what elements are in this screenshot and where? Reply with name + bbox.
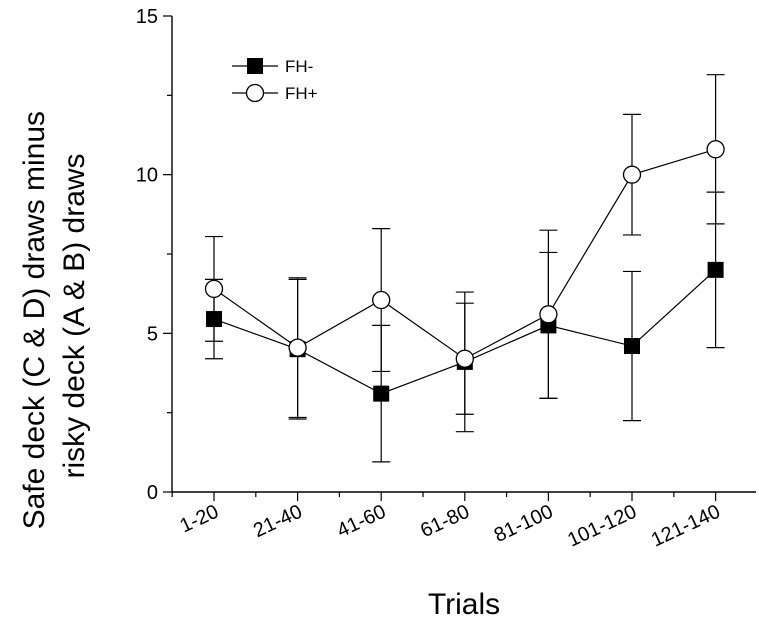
point-FH+-101-120: [622, 165, 642, 184]
x-tick-label-41-60: 41-60: [334, 501, 390, 543]
y-axis-title-line-1: Safe deck (C & D) draws minus: [18, 111, 51, 529]
y-axis-title: Safe deck (C & D) draws minus risky deck…: [18, 103, 91, 530]
y-ticks: 0 5 10 15: [136, 6, 172, 504]
y-tick-label-15: 15: [136, 6, 158, 28]
point-FH--121-140: [707, 261, 724, 278]
legend-item-FH-: FH-: [232, 57, 313, 76]
point-FH+-81-100: [539, 305, 558, 324]
x-tick-label-21-40: 21-40: [250, 501, 306, 543]
legend-label-FH-: FH-: [285, 57, 313, 76]
point-FH--1-20: [206, 311, 222, 328]
x-ticks: 1-20 21-40 41-60 61-80 81-100 101-120 121-140: [171, 492, 724, 552]
point-FH+-121-140: [706, 140, 725, 159]
markers-FH+: [204, 140, 725, 368]
point-FH+-21-40: [288, 338, 307, 357]
legend-label-FH+: FH+: [285, 84, 318, 103]
point-FH--101-120: [624, 338, 640, 355]
legend-marker-square: [247, 58, 263, 74]
point-FH--41-60: [373, 385, 390, 402]
point-FH+-41-60: [372, 290, 391, 310]
y-axis-title-line-2: risky deck (A & B) draws: [58, 153, 91, 478]
x-tick-label-1-20: 1-20: [177, 501, 223, 538]
x-axis-title: Trials: [428, 588, 500, 621]
y-tick-label-5: 5: [147, 323, 158, 345]
point-FH+-1-20: [204, 279, 224, 299]
series-layer: [204, 74, 725, 463]
legend-marker-circle: [245, 83, 265, 103]
legend-item-FH+: FH+: [232, 83, 318, 103]
legend: FH- FH+: [232, 57, 318, 103]
x-tick-label-61-80: 61-80: [417, 501, 473, 543]
x-tick-label-121-140: 121-140: [648, 501, 724, 552]
point-FH+-61-80: [455, 349, 474, 368]
x-tick-label-81-100: 81-100: [491, 501, 557, 547]
y-tick-label-0: 0: [147, 482, 158, 504]
x-tick-label-101-120: 101-120: [564, 501, 640, 552]
y-tick-label-10: 10: [136, 165, 158, 187]
